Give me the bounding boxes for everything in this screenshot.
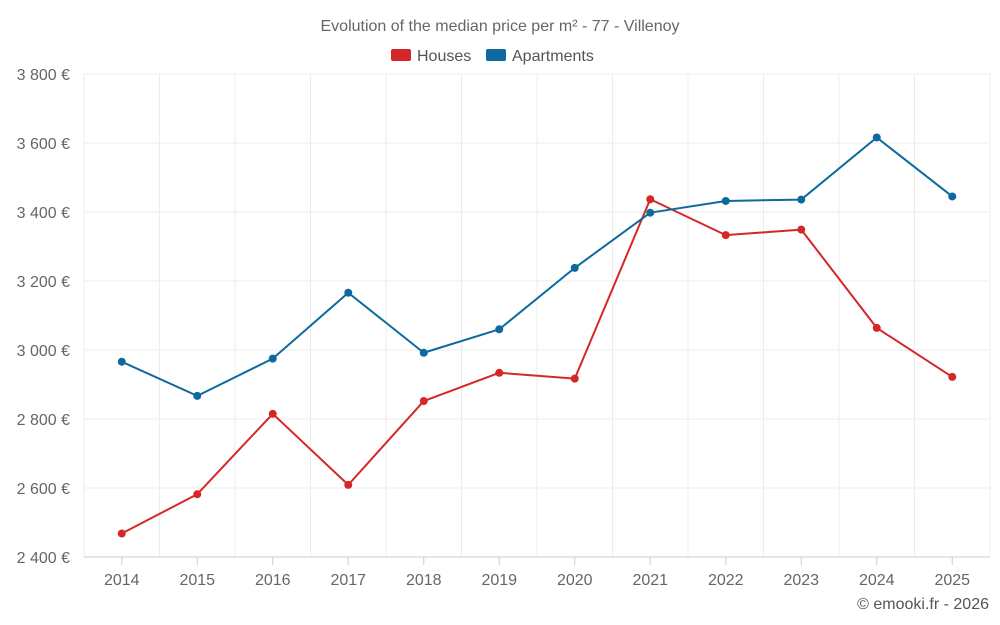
series-layer: [117, 133, 957, 538]
legend-label: Apartments: [512, 48, 594, 65]
legend-swatch: [486, 49, 506, 61]
axes: 2 400 € 2 600 € 2 800 € 3 000 € 3 200 € 3 400…: [17, 67, 990, 589]
y-tick-label: 3 200 €: [17, 274, 70, 291]
x-tick-label: 2018: [406, 572, 442, 589]
data-point-apartments[interactable]: [646, 208, 655, 217]
data-point-apartments[interactable]: [268, 354, 277, 363]
x-tick-label: 2019: [481, 572, 517, 589]
data-point-apartments[interactable]: [570, 263, 579, 272]
x-tick-label: 2025: [934, 572, 970, 589]
y-tick-label: 3 400 €: [17, 205, 70, 222]
data-point-houses[interactable]: [193, 490, 202, 499]
x-tick-label: 2024: [859, 572, 895, 589]
y-tick-label: 3 600 €: [17, 136, 70, 153]
legend-label: Houses: [417, 48, 471, 65]
data-point-houses[interactable]: [646, 195, 655, 204]
data-point-houses[interactable]: [268, 409, 277, 418]
credit-text: © emooki.fr - 2026: [857, 596, 989, 613]
data-point-apartments[interactable]: [872, 133, 881, 142]
y-tick-label: 2 800 €: [17, 412, 70, 429]
x-tick-label: 2023: [783, 572, 819, 589]
data-point-houses[interactable]: [419, 397, 428, 406]
x-tick-label: 2021: [632, 572, 668, 589]
x-tick-label: 2015: [179, 572, 215, 589]
x-tick-label: 2022: [708, 572, 744, 589]
series-apartments: [117, 133, 957, 400]
x-tick-label: 2016: [255, 572, 291, 589]
data-point-houses[interactable]: [948, 372, 957, 381]
x-tick-label: 2017: [330, 572, 366, 589]
series-houses: [117, 195, 957, 538]
data-point-houses[interactable]: [721, 231, 730, 240]
series-line-houses: [121, 198, 953, 535]
data-point-houses[interactable]: [344, 480, 353, 489]
data-point-houses[interactable]: [797, 225, 806, 234]
legend-item-houses[interactable]: Houses: [391, 48, 471, 65]
data-point-apartments[interactable]: [344, 288, 353, 297]
series-line-apartments: [121, 136, 953, 397]
y-tick-label: 3 800 €: [17, 67, 70, 84]
data-point-apartments[interactable]: [797, 195, 806, 204]
legend-item-apartments[interactable]: Apartments: [486, 48, 594, 65]
data-point-apartments[interactable]: [721, 196, 730, 205]
data-point-houses[interactable]: [495, 368, 504, 377]
data-point-apartments[interactable]: [495, 325, 504, 334]
y-tick-label: 2 400 €: [17, 550, 70, 567]
y-tick-label: 3 000 €: [17, 343, 70, 360]
data-point-apartments[interactable]: [193, 391, 202, 400]
data-point-houses[interactable]: [570, 374, 579, 383]
x-tick-label: 2014: [104, 572, 140, 589]
data-point-apartments[interactable]: [419, 348, 428, 357]
grid: [83, 73, 991, 557]
x-tick-label: 2020: [557, 572, 593, 589]
legend-swatch: [391, 49, 411, 61]
data-point-apartments[interactable]: [948, 192, 957, 201]
data-point-houses[interactable]: [872, 323, 881, 332]
y-tick-label: 2 600 €: [17, 481, 70, 498]
data-point-houses[interactable]: [117, 529, 126, 538]
legend: Houses Apartments: [391, 48, 594, 65]
data-point-apartments[interactable]: [117, 357, 126, 366]
chart-title: Evolution of the median price per m² - 7…: [321, 18, 680, 35]
